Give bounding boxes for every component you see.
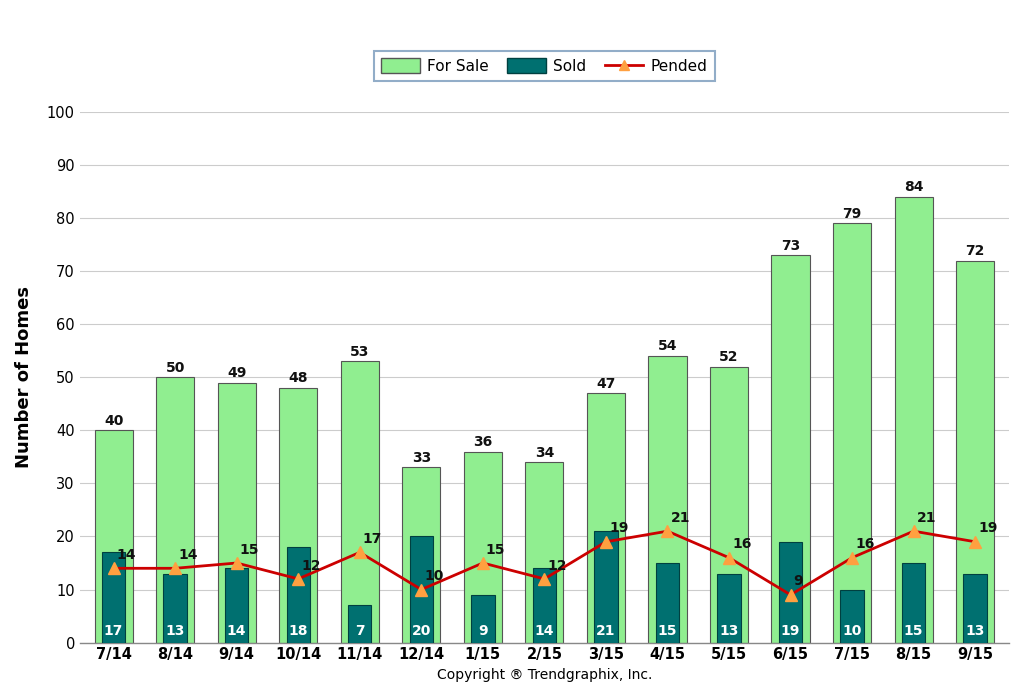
Text: 53: 53	[350, 345, 370, 359]
Text: 14: 14	[227, 625, 247, 638]
Text: 10: 10	[424, 569, 443, 583]
Bar	[902, 563, 926, 643]
Text: 50: 50	[166, 360, 184, 374]
Text: 9: 9	[794, 574, 803, 588]
Text: 19: 19	[781, 625, 800, 638]
Text: 72: 72	[966, 244, 985, 258]
Text: 84: 84	[904, 181, 924, 194]
Text: 48: 48	[289, 372, 308, 385]
Text: 19: 19	[978, 521, 997, 535]
Bar	[410, 537, 433, 643]
Bar	[594, 531, 617, 643]
Text: 54: 54	[657, 339, 677, 353]
Text: 12: 12	[301, 558, 321, 572]
Bar	[895, 197, 933, 643]
Text: 79: 79	[843, 207, 862, 221]
Text: 18: 18	[289, 625, 308, 638]
Text: 21: 21	[916, 511, 936, 525]
Bar	[717, 574, 740, 643]
X-axis label: Copyright ® Trendgraphix, Inc.: Copyright ® Trendgraphix, Inc.	[436, 668, 652, 682]
Text: 13: 13	[166, 625, 184, 638]
Text: 47: 47	[596, 376, 615, 390]
Text: 13: 13	[719, 625, 738, 638]
Text: 21: 21	[671, 511, 690, 525]
Bar	[525, 462, 563, 643]
Text: 15: 15	[240, 543, 259, 557]
Bar	[833, 224, 871, 643]
Bar	[102, 553, 125, 643]
Bar	[164, 574, 186, 643]
Text: 14: 14	[535, 625, 554, 638]
Text: 12: 12	[548, 558, 567, 572]
Bar	[464, 452, 502, 643]
Text: 73: 73	[781, 238, 800, 252]
Bar	[648, 356, 686, 643]
Bar	[779, 542, 802, 643]
Text: 52: 52	[719, 350, 738, 364]
Bar	[655, 563, 679, 643]
Bar	[348, 606, 372, 643]
Text: 14: 14	[117, 548, 136, 562]
Text: 40: 40	[103, 414, 123, 428]
Text: 34: 34	[535, 445, 554, 459]
Text: 16: 16	[855, 537, 874, 551]
Bar	[532, 568, 556, 643]
Bar	[156, 377, 195, 643]
Bar	[964, 574, 987, 643]
Bar	[710, 367, 749, 643]
Bar	[280, 388, 317, 643]
Bar	[287, 547, 310, 643]
Bar	[471, 595, 495, 643]
Text: 19: 19	[609, 521, 629, 535]
Y-axis label: Number of Homes: Number of Homes	[15, 286, 33, 468]
Text: 7: 7	[355, 625, 365, 638]
Text: 17: 17	[103, 625, 123, 638]
Text: 15: 15	[657, 625, 677, 638]
Text: 16: 16	[732, 537, 752, 551]
Bar	[587, 393, 625, 643]
Bar	[341, 361, 379, 643]
Bar	[771, 255, 810, 643]
Text: 21: 21	[596, 625, 615, 638]
Bar	[402, 468, 440, 643]
Text: 17: 17	[362, 532, 382, 546]
Text: 33: 33	[412, 451, 431, 465]
Text: 36: 36	[473, 435, 493, 449]
Bar	[217, 383, 256, 643]
Bar	[225, 568, 249, 643]
Text: 9: 9	[478, 625, 487, 638]
Bar	[841, 590, 864, 643]
Text: 13: 13	[966, 625, 985, 638]
Text: 49: 49	[227, 366, 247, 380]
Legend: For Sale, Sold, Pended: For Sale, Sold, Pended	[374, 51, 715, 82]
Text: 15: 15	[486, 543, 506, 557]
Text: 15: 15	[904, 625, 924, 638]
Text: 20: 20	[412, 625, 431, 638]
Bar	[94, 430, 133, 643]
Text: 10: 10	[843, 625, 862, 638]
Bar	[956, 261, 994, 643]
Text: 14: 14	[178, 548, 198, 562]
